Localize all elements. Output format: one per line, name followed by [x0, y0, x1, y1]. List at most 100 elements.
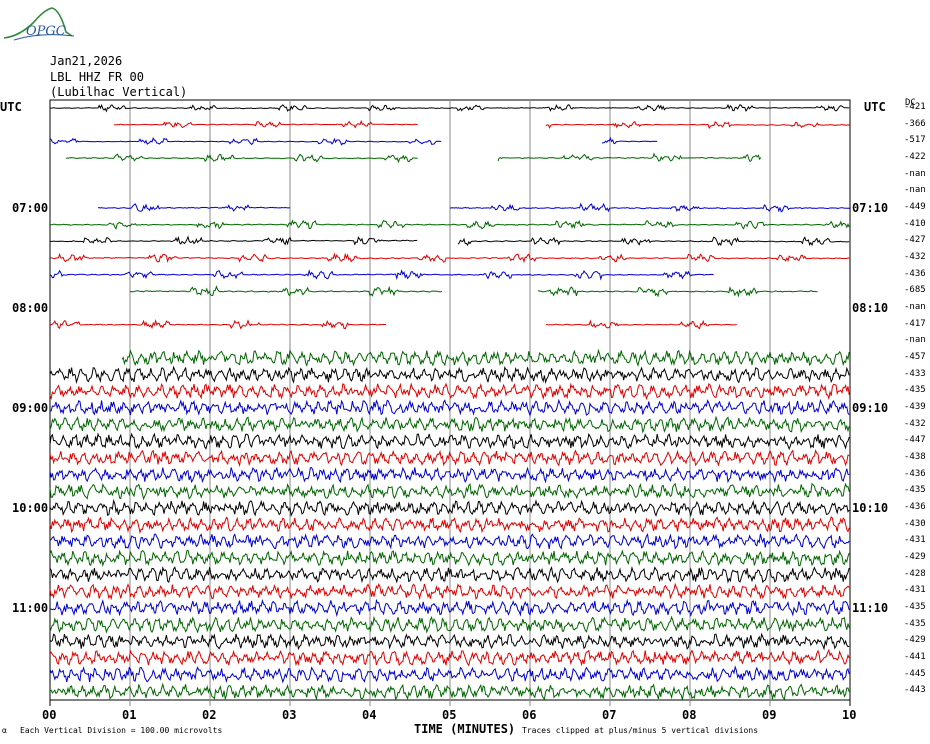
dc-value: -435 — [904, 485, 926, 496]
trace-row-35 — [49, 682, 850, 701]
dc-value: -449 — [904, 202, 926, 212]
dc-value: -431 — [904, 585, 926, 596]
dc-value: -435 — [904, 385, 926, 396]
clip-note: Traces clipped at plus/minus 5 vertical … — [522, 726, 759, 735]
x-tick-label: 08 — [682, 708, 697, 722]
dc-value: -417 — [904, 318, 926, 329]
trace-row-6 — [449, 202, 850, 213]
trace-row-29 — [49, 582, 850, 601]
trace-row-19 — [49, 415, 850, 434]
dc-value: -430 — [904, 518, 926, 529]
dc-value: -432 — [904, 418, 926, 429]
dc-value: -436 — [904, 468, 926, 479]
dc-value: -435 — [904, 618, 926, 629]
dc-value: -517 — [904, 135, 926, 146]
trace-row-10 — [49, 269, 714, 281]
dc-value: -445 — [904, 668, 926, 679]
dc-value: -nan — [904, 185, 926, 196]
trace-row-26 — [49, 533, 850, 550]
dc-value: -433 — [904, 368, 926, 379]
x-tick-label: 06 — [522, 708, 537, 722]
trace-row-11 — [129, 285, 443, 297]
x-tick-label: 10 — [842, 708, 857, 722]
x-axis-label: TIME (MINUTES) — [414, 722, 516, 736]
dc-value: -429 — [904, 635, 926, 646]
trace-row-3 — [497, 152, 762, 162]
trace-row-17 — [49, 382, 850, 401]
dc-value: -431 — [904, 535, 926, 546]
header-station: LBL HHZ FR 00 — [50, 70, 144, 84]
dc-value: -443 — [904, 685, 926, 696]
division-note: Each Vertical Division = 100.00 microvol… — [20, 726, 223, 735]
left-axis-title: UTC — [0, 100, 22, 114]
trace-row-20 — [49, 432, 850, 451]
left-hour-label: 09:00 — [12, 401, 49, 415]
trace-row-11 — [537, 285, 818, 298]
dc-value: -438 — [904, 452, 926, 462]
logo-text: OPGC — [26, 24, 66, 39]
right-hour-label: 11:10 — [852, 601, 889, 615]
trace-row-23 — [49, 482, 850, 501]
dc-value: -439 — [904, 402, 926, 412]
trace-row-34 — [49, 665, 850, 684]
trace-row-16 — [49, 365, 850, 385]
x-tick-label: 02 — [202, 708, 217, 722]
trace-row-30 — [49, 598, 850, 618]
trace-row-8 — [457, 236, 850, 247]
dc-value: -457 — [904, 352, 926, 362]
opgc-logo — [3, 7, 75, 41]
trace-row-13 — [545, 319, 737, 330]
dc-value: -nan — [904, 335, 926, 346]
footer-scale-mark: α — [2, 726, 7, 735]
dc-value: -nan — [904, 302, 926, 312]
dc-value: -nan — [904, 168, 926, 179]
dc-value: -432 — [904, 252, 926, 262]
trace-row-1 — [113, 119, 418, 129]
right-hour-label: 08:10 — [852, 301, 889, 315]
right-axis-title: UTC — [864, 100, 886, 114]
trace-row-24 — [49, 498, 850, 518]
right-hour-label: 09:10 — [852, 401, 889, 415]
trace-row-2 — [601, 136, 658, 145]
trace-row-22 — [49, 466, 850, 484]
x-tick-label: 00 — [42, 708, 57, 722]
trace-row-32 — [49, 632, 850, 651]
dc-value: -410 — [904, 218, 926, 229]
dc-column-title: DC — [905, 98, 916, 108]
x-tick-label: 07 — [602, 708, 617, 722]
trace-row-27 — [49, 549, 850, 567]
trace-row-1 — [545, 120, 850, 130]
left-hour-label: 08:00 — [12, 301, 49, 315]
dc-value: -421 — [904, 102, 926, 112]
trace-row-6 — [97, 203, 291, 212]
dc-value: -436 — [904, 268, 926, 279]
x-tick-label: 04 — [362, 708, 377, 722]
dc-value: -685 — [904, 285, 926, 296]
trace-row-7 — [49, 219, 850, 230]
trace-row-25 — [49, 516, 850, 535]
header-location: (Lubilhac Vertical) — [50, 85, 188, 99]
trace-row-9 — [50, 252, 850, 264]
x-tick-label: 01 — [122, 708, 137, 722]
trace-row-13 — [49, 319, 386, 330]
trace-row-3 — [65, 153, 418, 164]
trace-row-2 — [49, 137, 442, 146]
left-hour-label: 07:00 — [12, 201, 49, 215]
dc-value: -422 — [904, 152, 926, 162]
header-date: Jan21,2026 — [50, 54, 123, 68]
left-hour-label: 10:00 — [12, 501, 49, 515]
trace-row-33 — [49, 648, 850, 667]
dc-value: -427 — [904, 235, 926, 246]
trace-row-15 — [121, 348, 850, 368]
dc-value: -436 — [904, 502, 926, 512]
dc-value: -441 — [904, 652, 926, 662]
dc-value: -447 — [904, 435, 926, 446]
trace-row-18 — [49, 398, 850, 417]
right-hour-label: 07:10 — [852, 201, 889, 215]
right-hour-label: 10:10 — [852, 501, 889, 515]
dc-value: -366 — [904, 118, 926, 129]
dc-value: -435 — [904, 602, 926, 612]
x-tick-label: 03 — [282, 708, 297, 722]
left-hour-label: 11:00 — [12, 601, 49, 615]
